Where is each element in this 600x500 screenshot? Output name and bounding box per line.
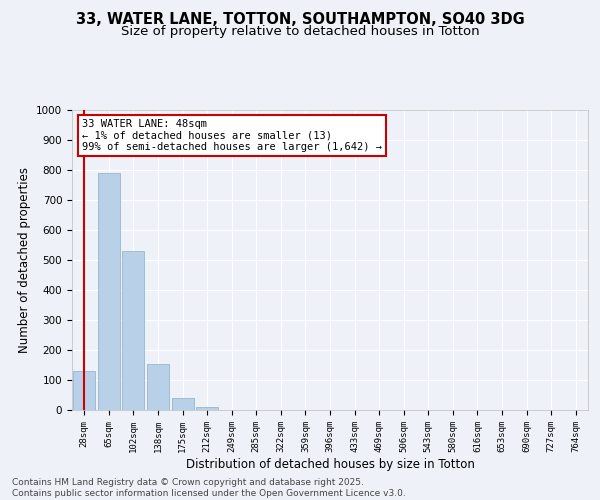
Bar: [196, 407, 218, 410]
Text: Contains HM Land Registry data © Crown copyright and database right 2025.
Contai: Contains HM Land Registry data © Crown c…: [12, 478, 406, 498]
Bar: [98, 173, 120, 410]
Bar: [147, 364, 169, 410]
Bar: [172, 398, 194, 410]
Bar: [122, 251, 145, 410]
X-axis label: Distribution of detached houses by size in Totton: Distribution of detached houses by size …: [185, 458, 475, 470]
Text: 33, WATER LANE, TOTTON, SOUTHAMPTON, SO40 3DG: 33, WATER LANE, TOTTON, SOUTHAMPTON, SO4…: [76, 12, 524, 28]
Text: Size of property relative to detached houses in Totton: Size of property relative to detached ho…: [121, 25, 479, 38]
Bar: [73, 371, 95, 410]
Y-axis label: Number of detached properties: Number of detached properties: [17, 167, 31, 353]
Text: 33 WATER LANE: 48sqm
← 1% of detached houses are smaller (13)
99% of semi-detach: 33 WATER LANE: 48sqm ← 1% of detached ho…: [82, 119, 382, 152]
